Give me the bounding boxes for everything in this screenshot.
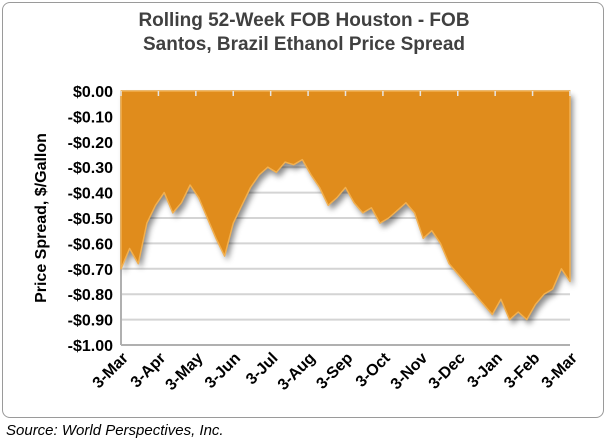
x-tick-label: 3-Dec (426, 350, 469, 393)
x-tick-label: 3-Mar (90, 350, 132, 392)
area-edge (120, 90, 571, 321)
y-tick-label: $0.00 (73, 84, 113, 101)
y-tick-label: -$0.70 (68, 262, 113, 279)
x-tick-label: 3-Aug (275, 350, 319, 394)
area-series (121, 91, 570, 320)
x-tick-label: 3-Apr (128, 350, 170, 392)
x-tick-label: 3-Mar (539, 350, 581, 392)
chart-frame (2, 2, 604, 418)
y-tick-label: -$0.40 (68, 186, 113, 203)
x-tick-label: 3-Nov (388, 350, 432, 394)
y-tick-label: -$0.20 (68, 135, 113, 152)
x-tick-label: 3-Oct (353, 349, 394, 390)
y-tick-label: -$0.90 (68, 313, 113, 330)
chart-title-line2: Santos, Brazil Ethanol Price Spread (142, 34, 466, 55)
x-tick-label: 3-Jun (202, 350, 244, 392)
y-tick-label: -$0.60 (68, 236, 113, 253)
y-tick-label: -$1.00 (68, 338, 113, 355)
chart-plot: $0.00 -$0.10 -$0.20 -$0.30 -$0.40 -$0.50 -$0.6… (33, 84, 581, 394)
x-tick-label: 3-Jan (464, 350, 506, 392)
y-tick-label: -$0.30 (68, 160, 113, 177)
source-note: Source: World Perspectives, Inc. (6, 422, 224, 439)
y-tick-label: -$0.80 (68, 287, 113, 304)
x-tick-label: 3-Feb (501, 350, 543, 392)
x-tick-label: 3-May (163, 350, 207, 394)
y-axis-title: Price Spread, $/Gallon (33, 133, 50, 303)
y-tick-label: -$0.50 (68, 211, 113, 228)
x-tick-label: 3-Sep (313, 350, 356, 393)
y-tick-label: -$0.10 (68, 109, 113, 126)
chart-title-line1: Rolling 52-Week FOB Houston - FOB (138, 10, 470, 31)
